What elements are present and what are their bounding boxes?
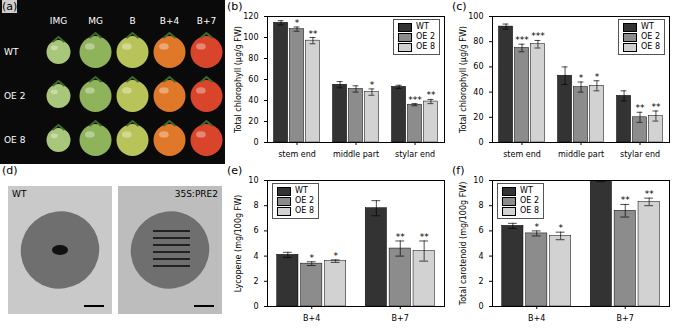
svg-text:2: 2 [478, 277, 483, 286]
html-text:WT: WT [641, 22, 654, 31]
svg-text:6: 6 [478, 226, 483, 235]
svg-text:40: 40 [248, 96, 258, 105]
svg-text:**: ** [636, 103, 646, 113]
html-text:(b): (b) [227, 0, 243, 13]
svg-text:100: 100 [468, 12, 483, 21]
html-text:(d): (d) [2, 164, 18, 177]
svg-text:**: ** [621, 195, 631, 205]
svg-text:IMG: IMG [50, 16, 67, 26]
svg-text:stylar end: stylar end [620, 150, 660, 159]
svg-text:**: ** [426, 90, 436, 100]
svg-text:8: 8 [478, 201, 483, 210]
svg-text:60: 60 [473, 62, 483, 71]
svg-text:***: *** [408, 95, 422, 105]
svg-text:120: 120 [243, 12, 258, 21]
svg-text:B+4: B+4 [160, 16, 180, 26]
svg-text:6: 6 [253, 226, 258, 235]
svg-text:B: B [129, 16, 135, 26]
svg-text:0: 0 [253, 302, 258, 311]
svg-text:**: ** [308, 29, 318, 39]
svg-text:stem end: stem end [278, 150, 316, 159]
svg-text:*: * [310, 253, 315, 263]
svg-text:MG: MG [88, 16, 103, 26]
svg-text:***: *** [531, 31, 545, 41]
svg-text:0: 0 [478, 138, 483, 147]
svg-text:10: 10 [473, 176, 483, 185]
svg-text:20: 20 [473, 113, 483, 122]
html-text:(e): (e) [227, 164, 243, 177]
html-text:OE 2: OE 2 [416, 32, 435, 41]
svg-text:*: * [535, 222, 540, 232]
svg-text:10: 10 [248, 176, 258, 185]
svg-text:stem end: stem end [503, 150, 541, 159]
html-text:OE 2: OE 2 [641, 32, 660, 41]
html-text:OE 8: OE 8 [295, 206, 314, 215]
html-text:OE 8: OE 8 [641, 42, 660, 51]
html-text:(c): (c) [452, 0, 467, 13]
svg-text:***: *** [515, 35, 529, 45]
svg-text:8: 8 [253, 201, 258, 210]
html-text:OE 8: OE 8 [520, 206, 539, 215]
svg-text:0: 0 [478, 302, 483, 311]
svg-text:4: 4 [478, 252, 483, 261]
svg-text:B+4: B+4 [528, 314, 545, 323]
svg-text:4: 4 [253, 252, 258, 261]
html-text:WT: WT [520, 186, 533, 195]
svg-text:stylar end: stylar end [395, 150, 435, 159]
svg-text:100: 100 [243, 33, 258, 42]
svg-text:80: 80 [248, 54, 258, 63]
svg-text:Total carotenoid (mg/100g FW): Total carotenoid (mg/100g FW) [459, 182, 468, 307]
svg-text:B+7: B+7 [392, 314, 409, 323]
svg-text:middle part: middle part [558, 150, 604, 159]
svg-text:35S:PRE2: 35S:PRE2 [175, 189, 218, 199]
svg-text:middle part: middle part [333, 150, 379, 159]
svg-text:B+7: B+7 [617, 314, 634, 323]
svg-text:Total chlorophyll (μg/g FW): Total chlorophyll (μg/g FW) [234, 26, 243, 134]
html-text:WT: WT [295, 186, 308, 195]
svg-text:**: ** [645, 189, 655, 199]
svg-text:OE 2: OE 2 [4, 91, 25, 101]
svg-text:0: 0 [253, 138, 258, 147]
svg-text:20: 20 [248, 117, 258, 126]
svg-text:*: * [295, 18, 300, 28]
svg-text:**: ** [651, 102, 661, 112]
html-text:OE 2: OE 2 [295, 196, 314, 205]
svg-text:*: * [370, 80, 375, 90]
svg-text:60: 60 [248, 75, 258, 84]
svg-text:2: 2 [253, 277, 258, 286]
svg-text:*: * [333, 251, 338, 261]
svg-text:WT: WT [4, 47, 19, 57]
svg-text:**: ** [420, 232, 430, 242]
svg-text:Lycopene (mg/100g FW): Lycopene (mg/100g FW) [234, 195, 243, 293]
svg-text:*: * [558, 223, 563, 233]
svg-text:40: 40 [473, 88, 483, 97]
svg-text:*: * [579, 73, 584, 83]
svg-text:**: ** [396, 232, 406, 242]
svg-text:OE 8: OE 8 [4, 135, 26, 145]
svg-text:80: 80 [473, 37, 483, 46]
svg-text:Total chlorophyll (μg/g FW): Total chlorophyll (μg/g FW) [459, 26, 468, 134]
html-text:(f): (f) [452, 164, 465, 177]
html-text:(a): (a) [2, 0, 18, 13]
html-text:OE 2: OE 2 [520, 196, 539, 205]
svg-text:*: * [595, 72, 600, 82]
svg-text:B+4: B+4 [303, 314, 320, 323]
html-text:WT: WT [416, 22, 429, 31]
html-text:OE 8: OE 8 [416, 42, 435, 51]
svg-text:WT: WT [12, 189, 27, 199]
svg-text:B+7: B+7 [197, 16, 216, 26]
